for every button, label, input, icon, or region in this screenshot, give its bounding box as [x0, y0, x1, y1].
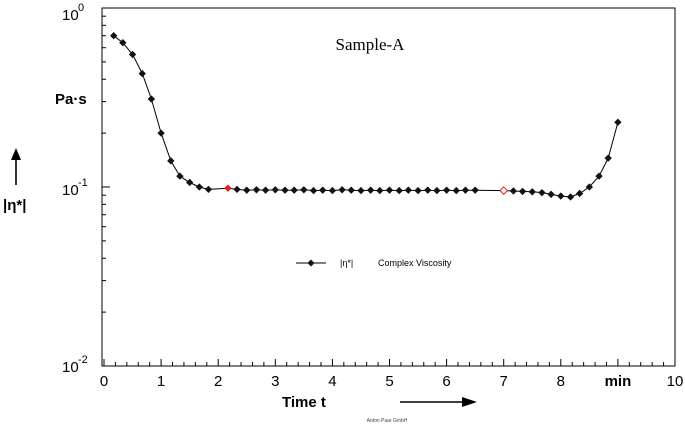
y-axis-label: |η*|: [3, 197, 26, 214]
x-tick-label-10: 10: [667, 373, 684, 390]
data-point: [128, 50, 137, 59]
data-point: [366, 186, 375, 194]
data-point: [319, 186, 327, 194]
data-point: [290, 186, 298, 194]
legend: |η*| Complex Viscosity: [296, 258, 452, 268]
x-tick-label-2: 2: [214, 373, 222, 390]
data-point: [385, 186, 394, 194]
data-point: [138, 69, 146, 78]
data-point: [357, 186, 365, 195]
data-point: [261, 186, 270, 194]
svg-text:10: 10: [62, 359, 79, 376]
y-unit-label: Pa·s: [55, 91, 87, 108]
x-tick-label-0: 0: [100, 373, 108, 390]
data-point: [518, 187, 527, 196]
data-point: [281, 186, 289, 194]
data-point: [252, 186, 261, 194]
data-point: [185, 178, 194, 187]
x-axis-arrow: [400, 397, 477, 407]
data-point: [424, 186, 432, 194]
data-point: [157, 129, 165, 137]
data-point: [395, 186, 403, 195]
svg-text:10: 10: [62, 7, 79, 24]
data-point: [300, 186, 308, 194]
data-point: [538, 188, 546, 197]
data-point: [309, 186, 318, 195]
x-tick-label-4: 4: [328, 373, 336, 390]
x-tick-label-1: 1: [157, 373, 165, 390]
data-point: [338, 186, 346, 194]
series-points: [110, 32, 622, 201]
data-point: [433, 186, 441, 195]
data-point: [604, 154, 612, 162]
data-point: [509, 187, 518, 195]
chart-title: Sample-A: [336, 35, 406, 54]
data-point: [243, 186, 251, 194]
svg-text:-2: -2: [78, 354, 88, 366]
data-point: [204, 185, 213, 194]
data-point: [224, 184, 232, 192]
data-point: [414, 186, 422, 195]
x-tick-label-6: 6: [442, 373, 450, 390]
data-point: [614, 118, 622, 126]
data-point: [347, 186, 355, 194]
data-point: [376, 186, 384, 195]
footer-credit: Anton Paar GmbH: [367, 418, 408, 424]
series-line-complex-viscosity: [113, 35, 619, 198]
data-point: [404, 186, 413, 194]
data-point: [195, 183, 204, 191]
data-point: [452, 186, 460, 195]
data-point: [547, 190, 555, 199]
svg-text:10: 10: [62, 182, 79, 199]
y-axis-arrow: [11, 148, 21, 185]
x-axis-ticks: [103, 359, 676, 366]
data-point: [566, 193, 575, 201]
data-point: [575, 189, 584, 198]
data-point: [328, 186, 337, 195]
data-point: [499, 186, 509, 195]
legend-marker: [307, 259, 315, 267]
data-point: [442, 186, 451, 194]
data-point: [461, 186, 470, 194]
data-point: [471, 186, 479, 194]
x-tick-label-7: 7: [500, 373, 508, 390]
x-axis-label: Time t: [282, 394, 326, 411]
data-point: [176, 172, 184, 180]
y-tick-label-1: 10 -1: [62, 177, 88, 199]
y-axis-ticks: [102, 7, 110, 367]
x-axis-tick-labels: 0 1 2 3 4 5 6 7 8 min 10: [100, 373, 684, 390]
x-tick-label-5: 5: [385, 373, 393, 390]
data-point: [557, 192, 565, 200]
svg-text:0: 0: [78, 2, 84, 14]
legend-symbol: |η*|: [340, 258, 353, 268]
data-point: [233, 185, 241, 194]
legend-label: Complex Viscosity: [378, 258, 452, 268]
data-point: [595, 172, 603, 180]
svg-text:-1: -1: [78, 177, 88, 189]
data-point: [167, 157, 175, 165]
data-point: [271, 186, 279, 194]
x-tick-label-3: 3: [271, 373, 279, 390]
data-point: [585, 183, 594, 191]
y-tick-label-0: 10 0: [62, 2, 84, 24]
data-point: [147, 95, 156, 103]
data-point: [528, 188, 536, 196]
x-tick-label-8: 8: [557, 373, 565, 390]
y-tick-label-2: 10 -2: [62, 354, 88, 376]
x-tick-label-9: min: [605, 373, 632, 390]
